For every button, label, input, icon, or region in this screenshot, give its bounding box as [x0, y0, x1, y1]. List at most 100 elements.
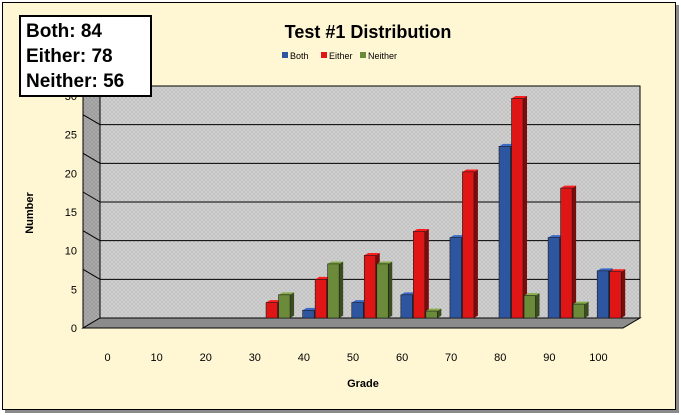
bars [265, 95, 626, 319]
bar-front [523, 295, 536, 319]
legend-item-either: Either [321, 51, 353, 61]
bar-front [498, 146, 511, 319]
bar-top [462, 169, 478, 172]
gridline-side [82, 191, 101, 203]
bar-neither [278, 292, 295, 319]
legend-swatch-either [321, 52, 327, 58]
bar-side [523, 95, 528, 319]
legend-swatch-neither [360, 52, 366, 58]
summary-both: Both: 84 [26, 21, 102, 42]
bar-top [413, 228, 429, 232]
bar-front [351, 302, 364, 319]
gridline-side [82, 230, 101, 242]
legend-label-both: Both [290, 51, 309, 61]
y-tick-label: 25 [65, 130, 77, 142]
x-axis-ticks: 0 10 20 30 40 50 60 70 80 90 100 [104, 352, 607, 364]
bar-front [547, 237, 560, 319]
x-tick-label: 30 [249, 352, 261, 364]
x-tick-label: 50 [347, 352, 359, 364]
bar-top [573, 301, 589, 305]
bar-front [265, 302, 278, 319]
bar-top [315, 276, 331, 280]
legend-label-either: Either [329, 51, 353, 61]
bar-front [425, 310, 438, 319]
bar-either [609, 269, 626, 319]
bar-side [535, 293, 540, 318]
gridline-side [82, 114, 101, 126]
bar-top [560, 185, 577, 189]
bar-side [388, 261, 393, 318]
x-tick-label: 70 [445, 352, 457, 364]
x-tick-label: 100 [589, 352, 607, 364]
y-tick-label: 15 [65, 207, 77, 219]
bar-front [596, 270, 610, 319]
bar-neither [327, 261, 344, 319]
bar-top [327, 261, 344, 264]
summary-either: Either: 78 [26, 46, 113, 67]
bar-front [609, 271, 622, 319]
bar-front [449, 237, 462, 319]
bar-neither [572, 301, 589, 319]
bar-front [560, 187, 573, 319]
bar-top [511, 95, 528, 99]
plot-side-wall [82, 85, 101, 329]
x-tick-label: 0 [104, 352, 110, 364]
bar-side [473, 169, 478, 318]
y-axis-label: Number [24, 192, 36, 234]
y-tick-label: 10 [65, 246, 77, 258]
x-tick-label: 20 [200, 352, 212, 364]
bar-top [364, 252, 380, 256]
legend-item-both: Both [282, 51, 309, 61]
bar-top [499, 143, 515, 147]
bar-either [560, 185, 577, 319]
bar-front [302, 309, 315, 319]
bar-side [572, 185, 577, 318]
bar-top [548, 235, 564, 238]
bar-side [424, 228, 429, 318]
x-tick-label: 90 [543, 352, 555, 364]
bar-top [302, 307, 319, 311]
bar-top [278, 292, 295, 295]
bar-front [572, 303, 585, 319]
x-axis-label: Grade [347, 378, 379, 390]
bar-neither [425, 308, 442, 319]
bar-side [437, 308, 442, 318]
bar-front [413, 231, 426, 319]
chart-frame: 0 5 10 15 20 25 30 0 10 20 30 40 50 60 70 80 90 100 Test… [2, 2, 676, 410]
y-tick-label: 5 [71, 284, 77, 296]
bar-top [609, 269, 626, 272]
legend-swatch-both [282, 52, 288, 58]
bar-neither [376, 261, 393, 319]
legend-label-neither: Neither [368, 51, 397, 61]
chart-svg: 0 5 10 15 20 25 30 0 10 20 30 40 50 60 70 80 90 100 Test… [24, 22, 642, 390]
gridline-side [82, 268, 101, 280]
bar-side [339, 261, 344, 318]
x-tick-label: 60 [396, 352, 408, 364]
bar-top [351, 300, 368, 303]
bar-front [278, 294, 291, 319]
y-tick-label: 0 [71, 323, 77, 335]
plot-floor [81, 317, 642, 329]
bar-top [376, 261, 393, 264]
gridline-side [82, 152, 101, 164]
bar-top [400, 292, 417, 295]
x-tick-label: 10 [151, 352, 163, 364]
bar-top [425, 308, 442, 312]
bar-side [290, 292, 295, 318]
bar-front [462, 171, 475, 319]
bar-front [376, 263, 389, 319]
bar-front [327, 263, 340, 319]
legend: Both Either Neither [282, 51, 397, 61]
bar-either [462, 169, 478, 319]
y-tick-label: 20 [65, 168, 77, 180]
bar-top [449, 235, 466, 238]
bar-front [511, 98, 524, 319]
bar-top [597, 268, 613, 271]
bar-front [314, 279, 327, 319]
bar-front [400, 294, 413, 319]
x-tick-label: 80 [494, 352, 506, 364]
bar-top [266, 300, 282, 303]
x-tick-label: 40 [298, 352, 310, 364]
summary-box: Both: 84 Either: 78 Neither: 56 [19, 15, 152, 97]
